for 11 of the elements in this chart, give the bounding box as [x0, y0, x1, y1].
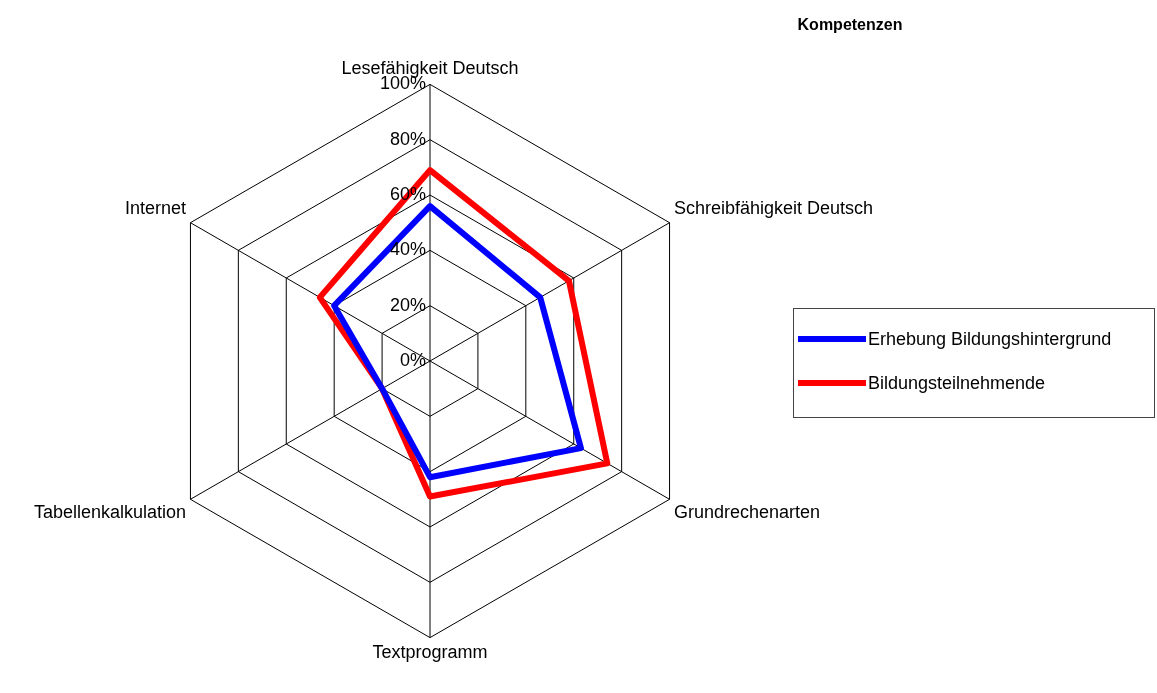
spoke-label: Schreibfähigkeit Deutsch	[673, 198, 873, 219]
y-tick-label: 80%	[389, 128, 426, 149]
y-tick-label: 20%	[389, 294, 426, 315]
y-tick-label: 0%	[399, 349, 426, 370]
spoke-label: Tabellenkalkulation	[34, 501, 187, 522]
spoke-label: Textprogramm	[372, 642, 488, 663]
spoke-label: Grundrechenarten	[673, 501, 820, 522]
legend-label: Bildungsteilnehmende	[868, 372, 1046, 394]
chart-title: Kompetenzen	[796, 16, 904, 34]
spoke-label: Internet	[125, 198, 187, 219]
legend-label: Erhebung Bildungshintergrund	[868, 328, 1112, 350]
